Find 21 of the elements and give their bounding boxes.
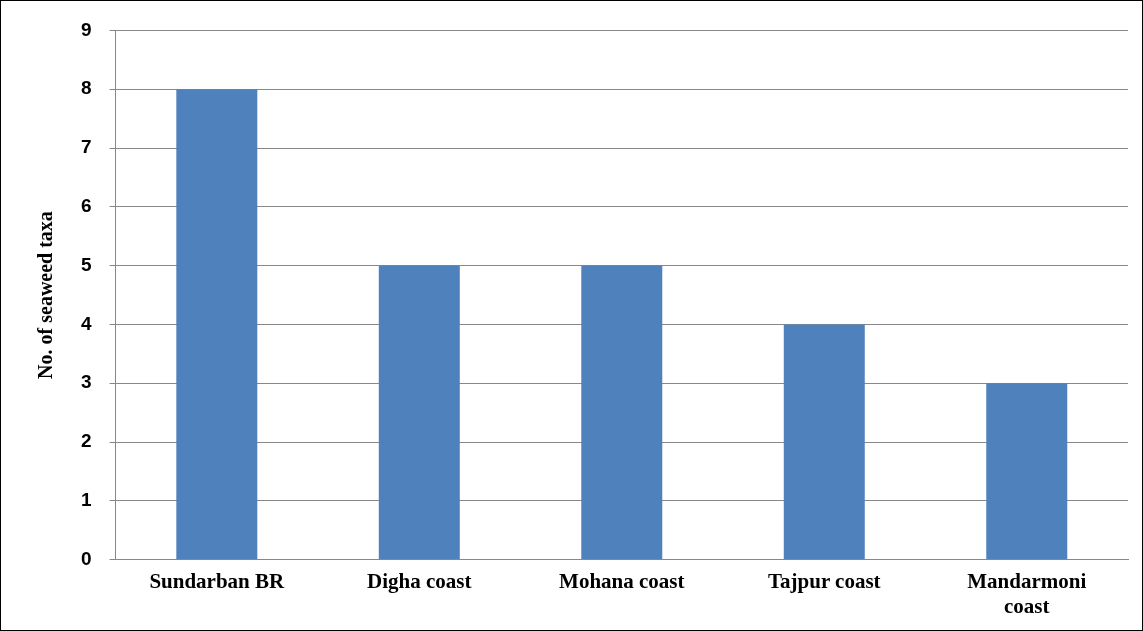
bar <box>986 383 1068 560</box>
y-tick-label: 4 <box>80 312 92 334</box>
y-tick-label: 9 <box>80 18 92 40</box>
bar <box>378 265 460 560</box>
y-tick-label: 2 <box>80 430 92 452</box>
x-tick-label: Sundarban BR <box>149 568 286 593</box>
x-tick-label: Tajpur coast <box>767 568 881 593</box>
x-tick-label: Mandarmoni coast <box>967 568 1087 618</box>
y-tick-label: 0 <box>80 547 92 569</box>
y-tick-label: 6 <box>80 195 92 217</box>
bar <box>783 324 865 560</box>
y-tick-label: 3 <box>80 371 92 393</box>
y-axis-title: No. of seaweed taxa <box>34 211 57 379</box>
x-tick-label: Digha coast <box>367 568 472 593</box>
y-tick-label: 1 <box>80 489 92 511</box>
bar <box>581 265 663 560</box>
y-tick-label: 5 <box>80 253 92 275</box>
bar <box>176 89 258 560</box>
y-tick-label: 8 <box>80 77 92 99</box>
x-tick-label: Mohana coast <box>559 568 685 593</box>
y-tick-label: 7 <box>80 136 92 158</box>
